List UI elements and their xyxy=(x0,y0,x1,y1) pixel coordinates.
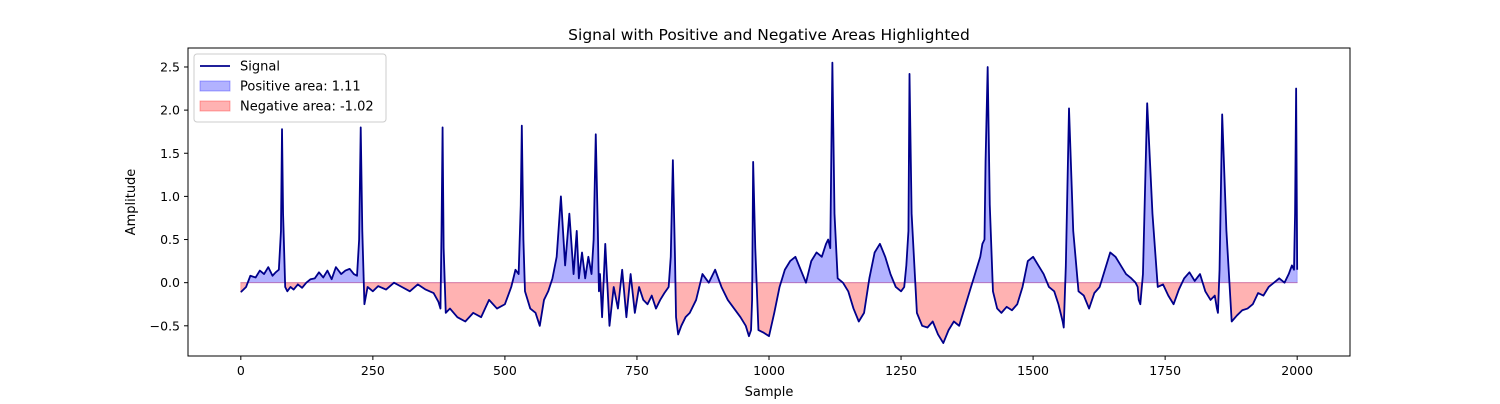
x-tick-label: 250 xyxy=(361,363,385,378)
y-tick-label: 0.5 xyxy=(160,232,180,247)
legend: Signal Positive area: 1.11 Negative area: … xyxy=(193,53,387,123)
x-tick-label: 1500 xyxy=(1017,363,1049,378)
x-axis-label: Sample xyxy=(745,385,794,400)
y-axis-label: Amplitude xyxy=(124,169,139,236)
x-tick-label: 2000 xyxy=(1281,363,1313,378)
y-axis-ticks: −0.5 0.0 0.5 1.0 1.5 2.0 2.5 xyxy=(150,59,188,333)
x-tick-label: 750 xyxy=(625,363,649,378)
legend-swatch-negative-fill xyxy=(199,100,231,112)
x-tick-label: 1250 xyxy=(885,363,917,378)
y-tick-label: 2.5 xyxy=(160,59,180,74)
y-tick-label: −0.5 xyxy=(150,318,180,333)
x-tick-label: 1750 xyxy=(1149,363,1181,378)
y-tick-label: 2.0 xyxy=(160,103,180,118)
legend-swatch-positive-fill xyxy=(199,80,231,92)
x-axis-ticks: 0 250 500 750 1000 1250 1500 1750 2000 xyxy=(237,356,1313,378)
positive-area-fill xyxy=(240,62,1298,284)
signal-line xyxy=(240,61,1299,344)
x-tick-label: 500 xyxy=(493,363,517,378)
x-tick-label: 1000 xyxy=(753,363,785,378)
y-tick-label: 1.5 xyxy=(160,146,180,161)
legend-label: Positive area: 1.11 xyxy=(240,80,361,95)
x-tick-label: 0 xyxy=(237,363,245,378)
y-tick-label: 1.0 xyxy=(160,189,180,204)
legend-label: Signal xyxy=(240,60,280,75)
y-tick-label: 0.0 xyxy=(160,275,180,290)
legend-box xyxy=(193,53,387,123)
chart-title: Signal with Positive and Negative Areas … xyxy=(568,26,970,44)
signal-series xyxy=(240,61,1299,344)
legend-label: Negative area: -1.02 xyxy=(240,100,374,115)
